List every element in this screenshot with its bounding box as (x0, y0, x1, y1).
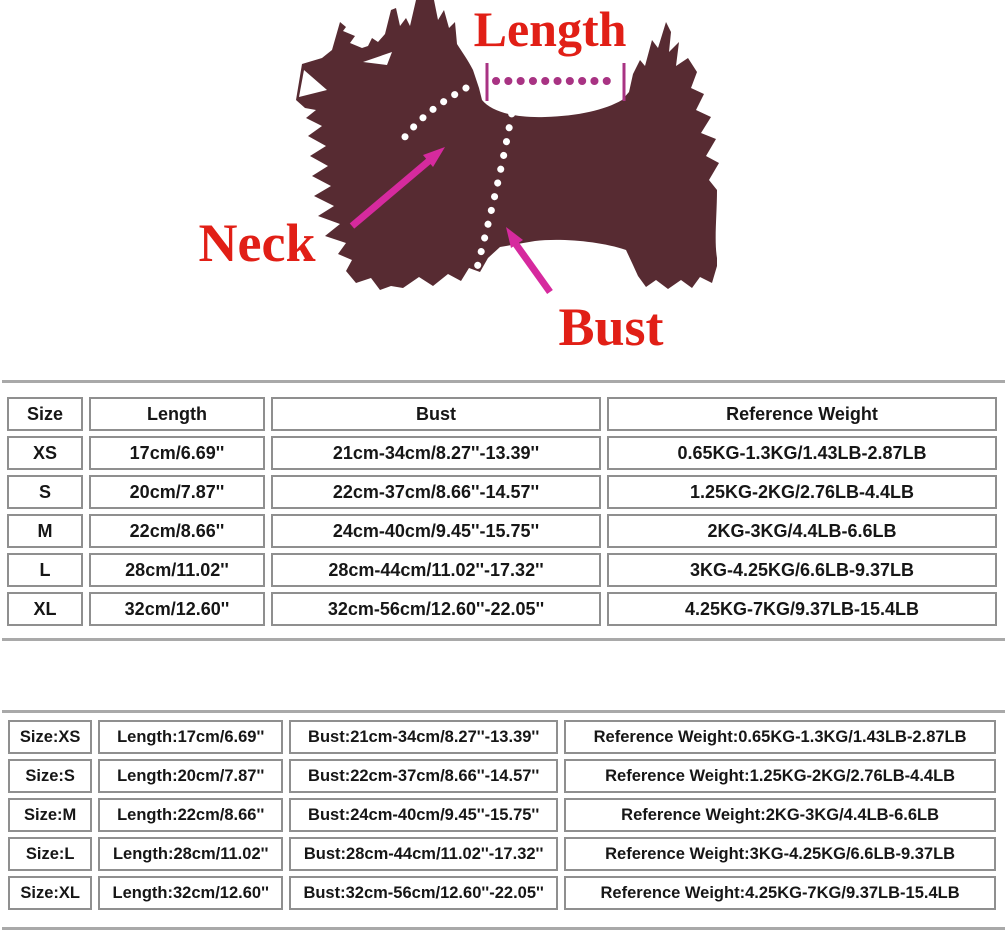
cell-bust: Bust:24cm-40cm/9.45''-15.75'' (289, 798, 559, 832)
dog-silhouette (296, 0, 719, 290)
cell-bust: 22cm-37cm/8.66''-14.57'' (271, 475, 601, 509)
table-row: Size:XL Length:32cm/12.60'' Bust:32cm-56… (8, 876, 996, 910)
cell-weight: 2KG-3KG/4.4LB-6.6LB (607, 514, 997, 548)
divider-table2-top (2, 710, 1005, 713)
table-row: M 22cm/8.66'' 24cm-40cm/9.45''-15.75'' 2… (7, 514, 997, 548)
cell-size: Size:XS (8, 720, 93, 754)
header-cell-bust: Bust (271, 397, 601, 431)
cell-weight: Reference Weight:2KG-3KG/4.4LB-6.6LB (564, 798, 996, 832)
cell-bust: 28cm-44cm/11.02''-17.32'' (271, 553, 601, 587)
table-row: XS 17cm/6.69'' 21cm-34cm/8.27''-13.39'' … (7, 436, 997, 470)
cell-length: Length:20cm/7.87'' (98, 759, 284, 793)
cell-size: XS (7, 436, 83, 470)
cell-weight: Reference Weight:1.25KG-2KG/2.76LB-4.4LB (564, 759, 996, 793)
cell-length: Length:28cm/11.02'' (98, 837, 284, 871)
table-row: Size:L Length:28cm/11.02'' Bust:28cm-44c… (8, 837, 996, 871)
cell-size: XL (7, 592, 83, 626)
cell-length: 28cm/11.02'' (89, 553, 265, 587)
divider-table1-top (2, 380, 1005, 383)
cell-length: 22cm/8.66'' (89, 514, 265, 548)
table-row: Size:S Length:20cm/7.87'' Bust:22cm-37cm… (8, 759, 996, 793)
neck-arrow-shaft (349, 157, 433, 229)
cell-bust: Bust:32cm-56cm/12.60''-22.05'' (289, 876, 559, 910)
cell-bust: 32cm-56cm/12.60''-22.05'' (271, 592, 601, 626)
size-table-header-row: Size Length Bust Reference Weight (7, 397, 997, 431)
table-row: S 20cm/7.87'' 22cm-37cm/8.66''-14.57'' 1… (7, 475, 997, 509)
header-cell-size: Size (7, 397, 83, 431)
ear-inner-triangle (299, 70, 327, 97)
eye-highlight (363, 52, 392, 65)
cell-size: Size:S (8, 759, 93, 793)
cell-weight: Reference Weight:0.65KG-1.3KG/1.43LB-2.8… (564, 720, 996, 754)
cell-weight: Reference Weight:4.25KG-7KG/9.37LB-15.4L… (564, 876, 996, 910)
cell-weight: 4.25KG-7KG/9.37LB-15.4LB (607, 592, 997, 626)
cell-size: M (7, 514, 83, 548)
cell-size: Size:L (8, 837, 93, 871)
size-table: Size Length Bust Reference Weight XS 17c… (1, 392, 1003, 631)
cell-size: L (7, 553, 83, 587)
cell-bust: 24cm-40cm/9.45''-15.75'' (271, 514, 601, 548)
table-row: L 28cm/11.02'' 28cm-44cm/11.02''-17.32''… (7, 553, 997, 587)
neck-dotted-line (394, 84, 470, 150)
inline-size-table: Size:XS Length:17cm/6.69'' Bust:21cm-34c… (2, 715, 1002, 915)
cell-weight: 3KG-4.25KG/6.6LB-9.37LB (607, 553, 997, 587)
length-label: Length (473, 1, 627, 57)
cell-bust: Bust:28cm-44cm/11.02''-17.32'' (289, 837, 559, 871)
neck-arrow-head (423, 147, 445, 167)
cell-size: S (7, 475, 83, 509)
table-row: Size:XS Length:17cm/6.69'' Bust:21cm-34c… (8, 720, 996, 754)
divider-table1-bottom (2, 638, 1005, 641)
cell-bust: Bust:22cm-37cm/8.66''-14.57'' (289, 759, 559, 793)
cell-bust: 21cm-34cm/8.27''-13.39'' (271, 436, 601, 470)
cell-length: 17cm/6.69'' (89, 436, 265, 470)
table-row: XL 32cm/12.60'' 32cm-56cm/12.60''-22.05'… (7, 592, 997, 626)
neck-label: Neck (198, 213, 316, 273)
bust-arrow-head (506, 227, 523, 248)
header-cell-length: Length (89, 397, 265, 431)
cell-size: Size:M (8, 798, 93, 832)
bust-label: Bust (558, 297, 664, 357)
table-row: Size:M Length:22cm/8.66'' Bust:24cm-40cm… (8, 798, 996, 832)
bust-arrow-shaft (512, 240, 553, 295)
cell-size: Size:XL (8, 876, 93, 910)
dog-measurement-diagram: Length Neck Bust (0, 0, 1007, 390)
cell-weight: 0.65KG-1.3KG/1.43LB-2.87LB (607, 436, 997, 470)
cell-length: Length:22cm/8.66'' (98, 798, 284, 832)
cell-length: Length:17cm/6.69'' (98, 720, 284, 754)
divider-table2-bottom (2, 927, 1005, 930)
dog-illustration-svg (296, 0, 719, 295)
bust-dotted-line (473, 96, 518, 272)
cell-length: Length:32cm/12.60'' (98, 876, 284, 910)
cell-length: 32cm/12.60'' (89, 592, 265, 626)
cell-weight: 1.25KG-2KG/2.76LB-4.4LB (607, 475, 997, 509)
cell-weight: Reference Weight:3KG-4.25KG/6.6LB-9.37LB (564, 837, 996, 871)
header-cell-weight: Reference Weight (607, 397, 997, 431)
cell-length: 20cm/7.87'' (89, 475, 265, 509)
cell-bust: Bust:21cm-34cm/8.27''-13.39'' (289, 720, 559, 754)
